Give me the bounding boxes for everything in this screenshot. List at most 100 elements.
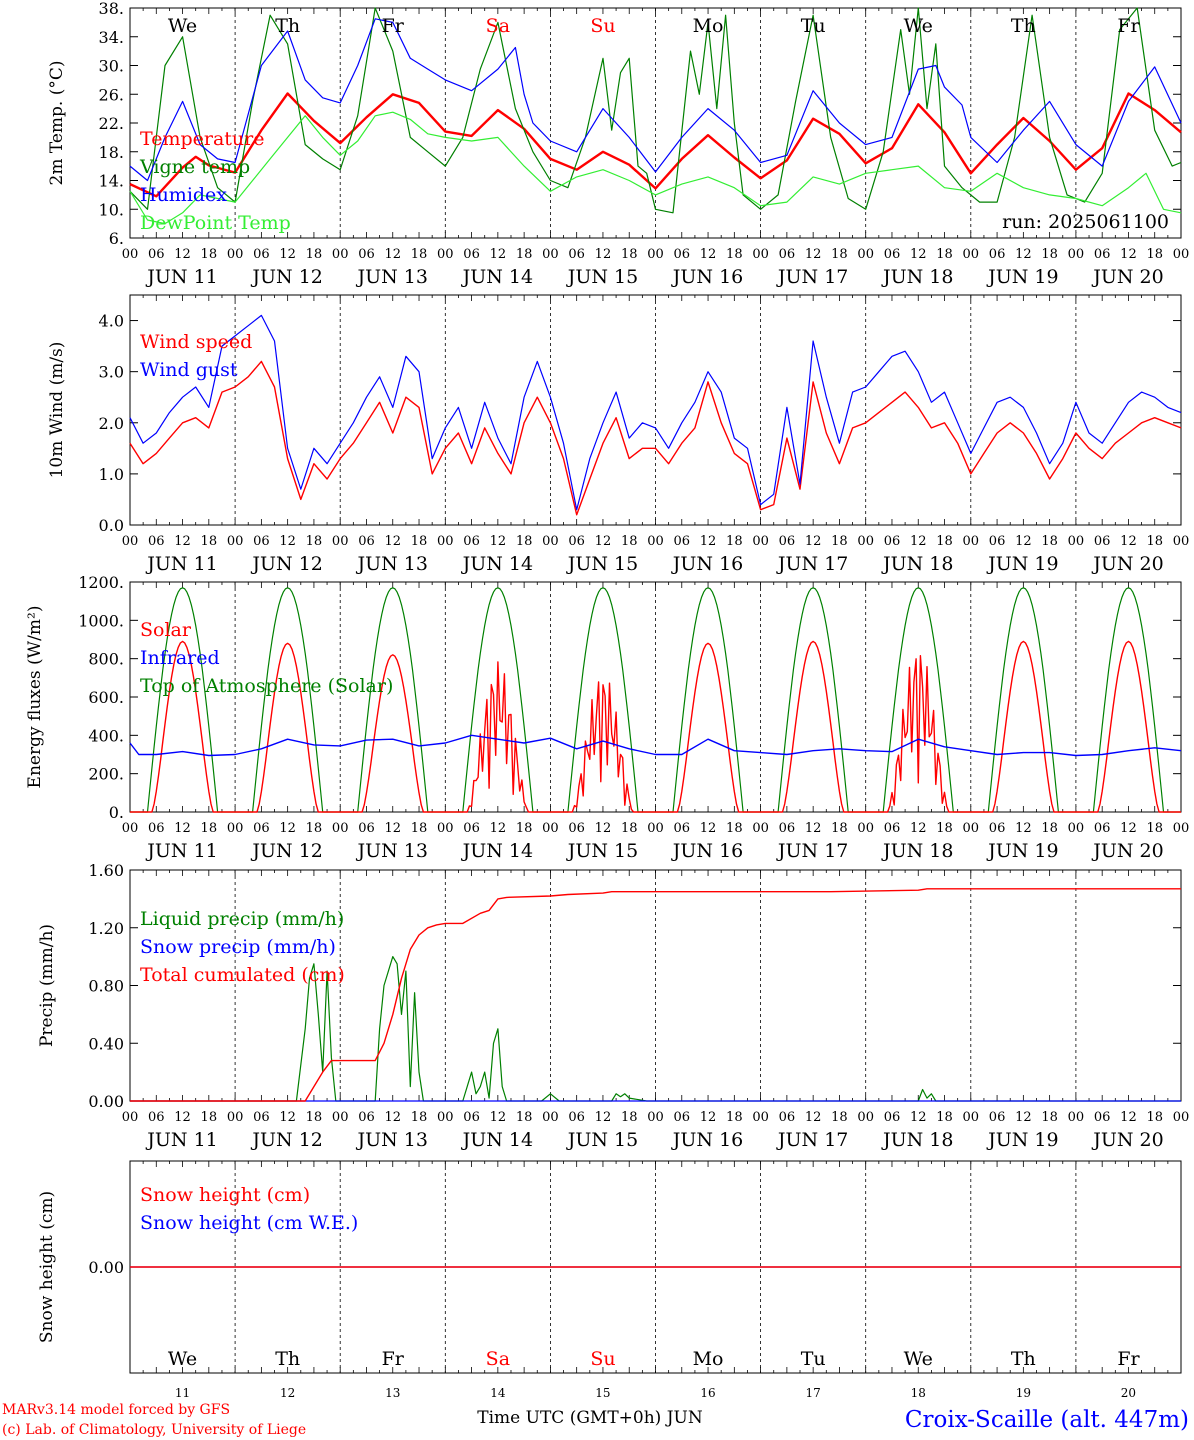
hour-label: 06 [989, 1110, 1006, 1125]
hour-label: 12 [1015, 1110, 1032, 1125]
hour-label: 06 [884, 534, 901, 549]
hour-label: 12 [700, 1110, 717, 1125]
y-tick-label: 26. [99, 85, 124, 104]
series-top-of-atmosphere-solar [130, 587, 1181, 813]
date-label: JUN 15 [566, 840, 638, 862]
hour-label: 18 [726, 1110, 743, 1125]
legend-entry: Temperature [140, 128, 264, 150]
day-number-label: 13 [385, 1386, 400, 1400]
date-label: JUN 13 [356, 840, 428, 862]
weekday-label: We [904, 15, 933, 37]
hour-label: 12 [805, 1110, 822, 1125]
hour-label: 06 [253, 534, 270, 549]
hour-label: 18 [1146, 1110, 1163, 1125]
y-tick-label: 30. [99, 57, 124, 76]
date-label: JUN 20 [1091, 553, 1163, 575]
hour-label: 18 [516, 247, 533, 262]
hour-label: 12 [490, 1110, 507, 1125]
hour-label: 06 [779, 1110, 796, 1125]
date-label: JUN 19 [986, 553, 1058, 575]
hour-label: 12 [490, 821, 507, 836]
date-label: JUN 13 [356, 266, 428, 288]
hour-label: 06 [358, 247, 375, 262]
legend-entry: Top of Atmosphere (Solar) [140, 675, 393, 697]
hour-label: 18 [936, 1110, 953, 1125]
hour-label: 12 [910, 1110, 927, 1125]
day-number-label: 14 [490, 1386, 506, 1400]
hour-label: 06 [148, 534, 165, 549]
hour-label: 18 [936, 534, 953, 549]
day-number-label: 20 [1121, 1386, 1136, 1400]
date-label: JUN 16 [671, 266, 743, 288]
date-label: JUN 17 [776, 553, 848, 575]
legend-entry: Liquid precip (mm/h) [140, 908, 344, 930]
hour-label: 12 [910, 534, 927, 549]
hour-label: 12 [490, 247, 507, 262]
hour-label: 00 [542, 821, 559, 836]
hour-label: 00 [437, 247, 454, 262]
legend-entry: DewPoint Temp [140, 212, 291, 234]
weekday-label: Sa [486, 1348, 510, 1370]
y-tick-label: 0.00 [88, 1092, 124, 1111]
y-axis-label: 10m Wind (m/s) [47, 342, 67, 479]
date-label: JUN 12 [250, 266, 322, 288]
hour-label: 18 [1146, 821, 1163, 836]
series-infrared [129, 734, 1182, 757]
series-solar [130, 640, 1181, 813]
hour-label: 00 [122, 821, 139, 836]
series-temperature [129, 92, 1182, 198]
hour-label: 18 [1041, 1110, 1058, 1125]
hour-label: 12 [174, 247, 191, 262]
hour-label: 12 [174, 534, 191, 549]
series-vigne-temp [129, 7, 1182, 214]
day-number-label: 16 [700, 1386, 715, 1400]
weekday-label: Sa [486, 15, 510, 37]
hour-label: 00 [1173, 1110, 1190, 1125]
date-label: JUN 11 [145, 840, 217, 862]
hour-label: 06 [568, 247, 585, 262]
weekday-label: Fr [1117, 15, 1140, 37]
hour-label: 18 [411, 821, 428, 836]
legend-entry: Total cumulated (cm) [140, 964, 345, 986]
legend-entry: Snow precip (mm/h) [140, 936, 336, 958]
y-tick-label: 3.0 [99, 363, 124, 382]
hour-label: 00 [542, 247, 559, 262]
y-tick-label: 800. [88, 650, 124, 669]
time-axis-label: Time UTC (GMT+0h) JUN [477, 1408, 703, 1428]
series-dewpoint-temp [129, 111, 1182, 225]
y-tick-label: 22. [99, 114, 124, 133]
hour-label: 18 [306, 247, 323, 262]
hour-label: 18 [726, 821, 743, 836]
series-liquid-precip-mm-h [130, 955, 1181, 1102]
hour-label: 00 [647, 1110, 664, 1125]
hour-label: 06 [358, 1110, 375, 1125]
y-tick-label: 0.00 [88, 1258, 124, 1277]
hour-label: 18 [516, 1110, 533, 1125]
hour-label: 06 [463, 534, 480, 549]
series-wind-speed [129, 360, 1182, 516]
y-tick-label: 400. [88, 726, 124, 745]
hour-label: 00 [857, 534, 874, 549]
hour-label: 12 [384, 247, 401, 262]
hour-label: 06 [1094, 247, 1111, 262]
y-tick-label: 0.0 [99, 516, 124, 535]
date-label: JUN 16 [671, 553, 743, 575]
y-tick-label: 0.40 [88, 1034, 124, 1053]
y-tick-label: 0. [109, 803, 124, 822]
hour-label: 18 [726, 534, 743, 549]
weekday-label: Th [275, 15, 300, 37]
hour-label: 06 [884, 247, 901, 262]
hour-label: 12 [384, 821, 401, 836]
hour-label: 12 [700, 247, 717, 262]
hour-label: 00 [332, 247, 349, 262]
y-tick-label: 6. [109, 229, 124, 248]
y-tick-label: 1.0 [99, 465, 124, 484]
hour-label: 06 [463, 821, 480, 836]
hour-label: 18 [411, 247, 428, 262]
date-label: JUN 16 [671, 840, 743, 862]
weekday-label: We [904, 1348, 933, 1370]
hour-label: 00 [542, 534, 559, 549]
date-label: JUN 19 [986, 1129, 1058, 1151]
hour-label: 06 [148, 247, 165, 262]
